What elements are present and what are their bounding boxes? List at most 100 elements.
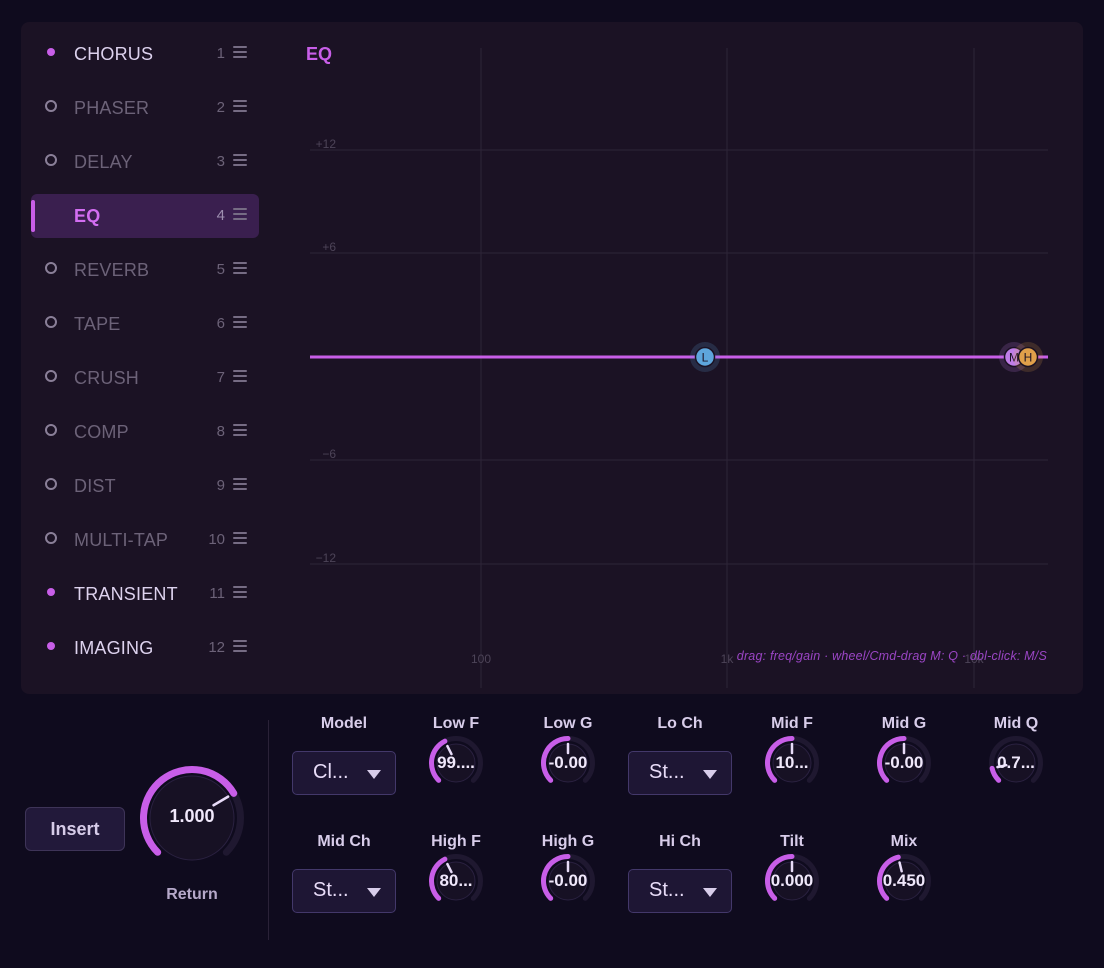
disabled-dot-icon[interactable] [45,316,57,328]
drag-handle-icon[interactable] [233,478,247,490]
drag-handle-icon[interactable] [233,586,247,598]
return-label: Return [166,886,218,903]
param-knob[interactable] [876,853,932,909]
enabled-dot-icon[interactable] [47,642,55,650]
param-label: Hi Ch [659,833,701,850]
param-model: Model Cl... [289,715,399,815]
fx-item-label: IMAGING [74,638,154,658]
knob-value: -0.00 [548,871,588,890]
return-value: 1.000 [169,806,215,826]
fx-item-chorus[interactable]: CHORUS 1 [31,32,259,76]
gain-tick-label: −12 [316,551,337,565]
fx-item-label: REVERB [74,260,150,280]
eq-node-label: M [1009,351,1019,365]
fx-item-tape[interactable]: TAPE 6 [31,302,259,346]
knob-value: 0.450 [882,871,926,890]
param-select[interactable]: St... [292,869,396,913]
knob-value: 80... [439,871,473,890]
eq-node-label: H [1024,351,1033,365]
param-knob[interactable] [988,735,1044,791]
param-label: Mid Q [993,715,1039,732]
param-select[interactable]: Cl... [292,751,396,795]
drag-handle-icon[interactable] [233,640,247,652]
drag-handle-icon[interactable] [233,532,247,544]
fx-item-eq[interactable]: EQ 4 [31,194,259,238]
param-label: High G [541,833,595,850]
fx-item-delay[interactable]: DELAY 3 [31,140,259,184]
param-label: High F [431,833,481,850]
param-label: Low G [543,715,593,732]
select-value: St... [649,879,685,901]
fx-item-number: 12 [208,639,225,656]
eq-node-l[interactable]: L [690,342,720,372]
param-knob[interactable] [764,853,820,909]
param-label: Lo Ch [657,715,703,732]
disabled-dot-icon[interactable] [45,262,57,274]
param-mix: Mix 0.450 [849,833,959,933]
fx-item-imaging[interactable]: IMAGING 12 [31,626,259,670]
fx-item-dist[interactable]: DIST 9 [31,464,259,508]
disabled-dot-icon[interactable] [45,532,57,544]
fx-item-label: DIST [74,476,116,496]
fx-item-number: 6 [216,315,225,332]
fx-item-label: EQ [74,206,101,226]
drag-handle-icon[interactable] [233,46,247,58]
enabled-dot-icon[interactable] [47,588,55,596]
chevron-down-icon [703,770,717,779]
fx-item-multi-tap[interactable]: MULTI-TAP 10 [31,518,259,562]
fx-item-reverb[interactable]: REVERB 5 [31,248,259,292]
disabled-dot-icon[interactable] [45,478,57,490]
param-label: Mix [890,833,918,850]
drag-handle-icon[interactable] [233,154,247,166]
param-knob[interactable] [428,853,484,909]
drag-handle-icon[interactable] [233,370,247,382]
param-select[interactable]: St... [628,869,732,913]
disabled-dot-icon[interactable] [45,370,57,382]
fx-item-number: 8 [216,423,225,440]
eq-hint-text: drag: freq/gain · wheel/Cmd-drag M: Q · … [736,649,1047,663]
drag-handle-icon[interactable] [233,208,247,220]
fx-item-label: COMP [74,422,129,442]
fx-item-label: TAPE [74,314,121,334]
param-knob[interactable] [540,735,596,791]
fx-item-comp[interactable]: COMP 8 [31,410,259,454]
disabled-dot-icon[interactable] [45,100,57,112]
freq-tick-label: 10k [964,652,984,666]
param-low-g: Low G -0.00 [513,715,623,815]
knob-value: 0.7... [997,753,1035,772]
fx-item-number: 1 [216,45,225,62]
fx-item-label: CHORUS [74,44,154,64]
eq-node-h[interactable]: H [1013,342,1043,372]
divider [268,720,269,940]
return-knob[interactable] [139,765,245,871]
fx-item-number: 10 [208,531,225,548]
param-lo-ch: Lo Ch St... [625,715,735,815]
fx-item-crush[interactable]: CRUSH 7 [31,356,259,400]
drag-handle-icon[interactable] [233,424,247,436]
param-knob[interactable] [428,735,484,791]
param-knob[interactable] [540,853,596,909]
enabled-dot-icon[interactable] [47,48,55,56]
knob-value: 99.... [437,753,475,772]
knob-value: 0.000 [770,871,814,890]
param-high-g: High G -0.00 [513,833,623,933]
freq-tick-label: 1k [721,652,735,666]
knob-value: 10... [775,753,809,772]
param-knob[interactable] [876,735,932,791]
insert-button[interactable]: Insert [25,807,125,851]
param-tilt: Tilt 0.000 [737,833,847,933]
drag-handle-icon[interactable] [233,100,247,112]
param-high-f: High F 80... [401,833,511,933]
fx-panel: CHORUS 1 PHASER 2 DELAY 3 EQ 4 REVERB 5 TAPE 6 CRUSH… [21,22,1083,694]
param-select[interactable]: St... [628,751,732,795]
drag-handle-icon[interactable] [233,316,247,328]
fx-item-number: 5 [216,261,225,278]
disabled-dot-icon[interactable] [45,424,57,436]
disabled-dot-icon[interactable] [45,154,57,166]
param-knob[interactable] [764,735,820,791]
fx-item-transient[interactable]: TRANSIENT 11 [31,572,259,616]
drag-handle-icon[interactable] [233,262,247,274]
gain-tick-label: +12 [316,137,337,151]
fx-item-phaser[interactable]: PHASER 2 [31,86,259,130]
